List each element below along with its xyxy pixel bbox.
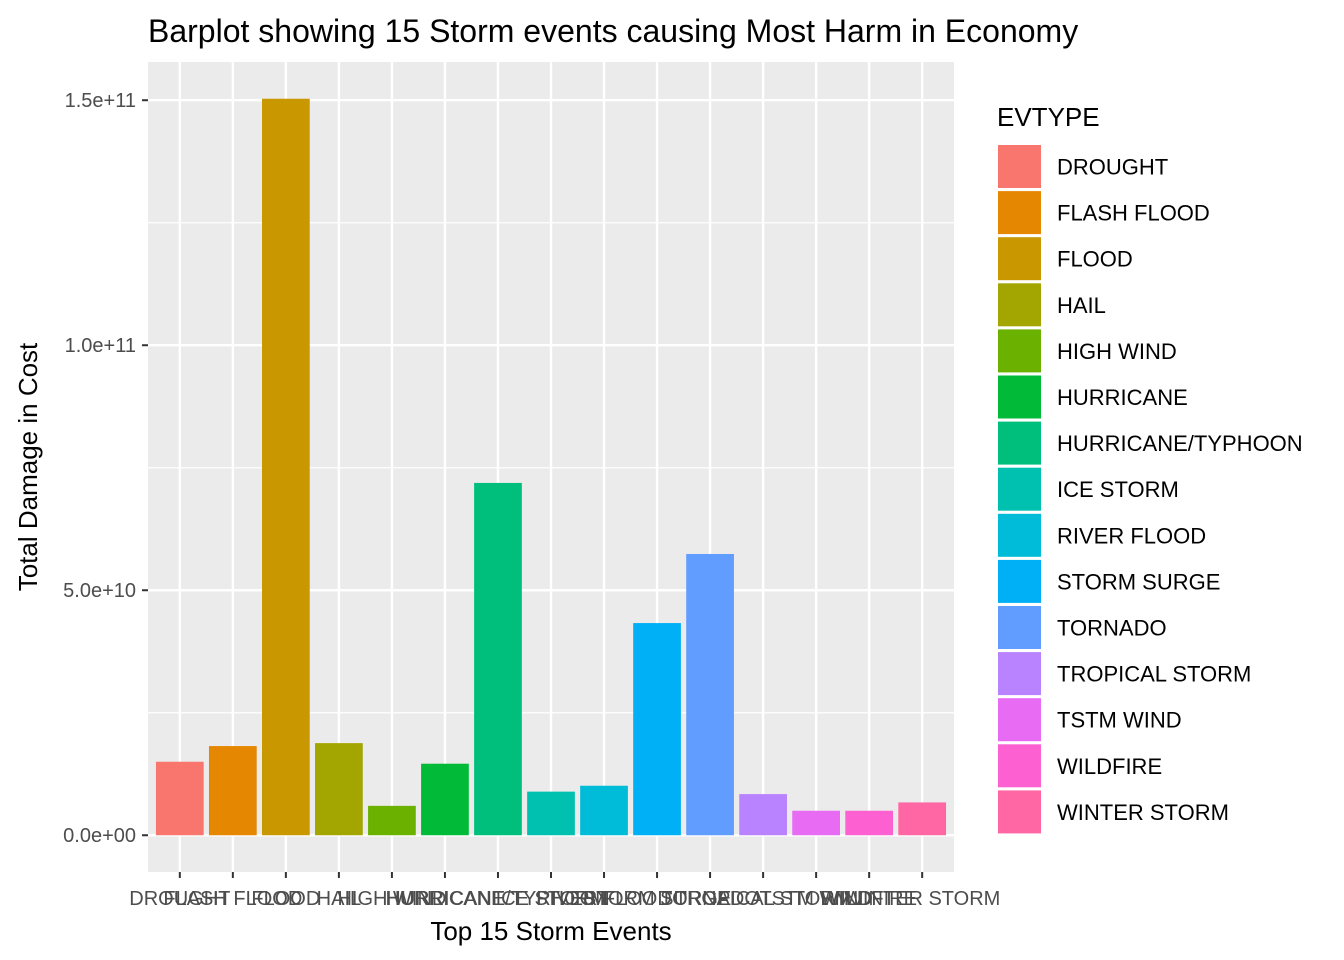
bar-flood [262,98,310,836]
legend-label: HURRICANE/TYPHOON [1057,431,1303,456]
legend-label: TROPICAL STORM [1057,662,1251,687]
legend-label: TORNADO [1057,616,1167,641]
bar-drought [155,761,204,836]
legend-swatch [998,513,1041,557]
legend-swatch [998,467,1041,511]
bar-ice-storm [527,791,575,836]
legend-swatch [998,698,1041,742]
legend-swatch [998,421,1041,465]
legend-label: FLASH FLOOD [1057,201,1210,226]
legend-swatch [998,744,1041,788]
chart-title: Barplot showing 15 Storm events causing … [148,13,1078,49]
y-axis-title: Total Damage in Cost [13,342,43,591]
legend-label: ICE STORM [1057,477,1179,502]
legend-label: FLOOD [1057,247,1133,272]
x-tick-label: ICE STORM [496,888,607,910]
bar-flash-flood [208,746,257,836]
bar-wildfire [845,810,894,836]
legend-title: EVTYPE [997,102,1100,132]
x-tick-label: HURRICANE [385,888,504,910]
legend-label: WINTER STORM [1057,800,1229,825]
legend: EVTYPE DROUGHT FLASH FLOOD FLOOD HAIL HIGH W… [997,102,1303,834]
y-tick-label: 5.0e+10 [63,580,136,602]
y-tick-label: 1.5e+11 [65,90,136,112]
legend-swatch [998,191,1041,235]
bar-hurricane [421,763,469,836]
x-tick-label: TROPICAL STORM [675,888,852,910]
bar-tstm-wind [792,810,840,836]
bars [155,98,947,836]
legend-swatch [998,790,1041,834]
x-tick-label: DROUGHT [129,888,230,910]
legend-swatch [998,652,1041,696]
x-tick-label: HAIL [317,888,361,910]
legend-swatch [998,375,1041,419]
x-axis-title: Top 15 Storm Events [430,916,671,946]
legend-swatch [998,283,1041,327]
y-axis: 0.0e+00 5.0e+10 1.0e+11 1.5e+11 [63,90,148,847]
legend-label: RIVER FLOOD [1057,523,1206,548]
legend-swatch [998,329,1041,373]
legend-swatch [998,559,1041,603]
legend-label: WILDFIRE [1057,754,1162,779]
legend-label: HIGH WIND [1057,339,1177,364]
x-tick-label: HIGH WIND [337,888,446,910]
x-tick-label: STORM SURGE [583,888,732,910]
bar-tropical-storm [739,794,787,836]
x-tick-label: HURRICANE/TYPHOON [386,888,609,910]
bar-winter-storm [898,802,947,836]
bar-river-flood [580,785,628,836]
bar-high-wind [368,805,416,836]
bar-hail [315,743,363,836]
legend-label: DROUGHT [1057,155,1168,180]
x-tick-label: TSTM WIND [759,888,872,910]
x-tick-label: WINTER STORM [844,888,1000,910]
legend-label: STORM SURGE [1057,569,1220,594]
bar-storm-surge [633,623,681,836]
x-tick-label: WILDFIRE [821,888,917,910]
x-tick-label: TORNADO [660,888,760,910]
bar-hurricane-typhoon [474,482,522,836]
legend-swatch [998,237,1041,281]
legend-label: HURRICANE [1057,385,1188,410]
x-tick-label: FLASH FLOOD [163,888,302,910]
bar-tornado [686,553,734,836]
legend-label: TSTM WIND [1057,708,1182,733]
legend-items: DROUGHT FLASH FLOOD FLOOD HAIL HIGH WIND HURR… [998,145,1303,834]
x-tick-label: RIVER FLOOD [536,888,672,910]
y-tick-label: 0.0e+00 [63,825,136,847]
legend-swatch [998,606,1041,649]
x-tick-label: FLOOD [251,888,320,910]
legend-swatch [998,145,1041,188]
y-tick-label: 1.0e+11 [65,335,136,357]
legend-label: HAIL [1057,293,1106,318]
